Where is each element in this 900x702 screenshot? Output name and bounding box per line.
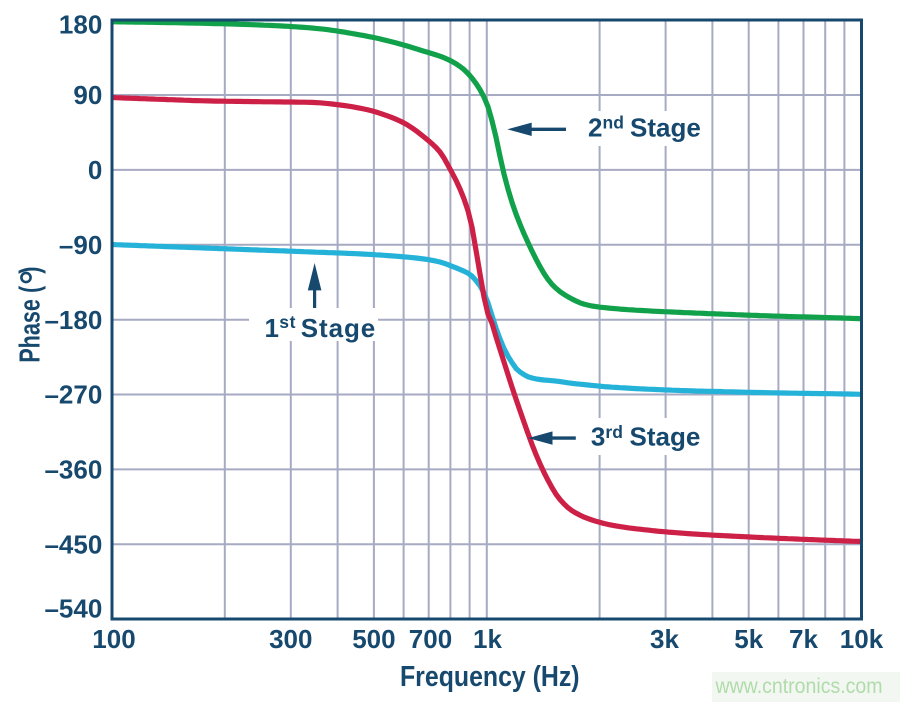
svg-text:–90: –90 bbox=[59, 230, 102, 260]
svg-text:10k: 10k bbox=[840, 624, 884, 654]
svg-text:0: 0 bbox=[88, 155, 102, 185]
svg-text:–270: –270 bbox=[44, 380, 102, 410]
svg-text:700: 700 bbox=[409, 624, 452, 654]
svg-text:rd: rd bbox=[605, 422, 623, 442]
svg-text:–540: –540 bbox=[44, 594, 102, 624]
svg-text:90: 90 bbox=[73, 80, 102, 110]
svg-text:2: 2 bbox=[588, 113, 602, 143]
svg-text:3: 3 bbox=[591, 422, 605, 452]
svg-text:300: 300 bbox=[269, 624, 312, 654]
svg-text:–450: –450 bbox=[44, 530, 102, 560]
svg-text:Stage: Stage bbox=[630, 113, 701, 143]
svg-text:–180: –180 bbox=[44, 305, 102, 335]
svg-text:Stage: Stage bbox=[301, 313, 376, 343]
svg-text:3k: 3k bbox=[650, 624, 679, 654]
svg-text:–360: –360 bbox=[44, 455, 102, 485]
svg-text:Phase ( ): Phase ( ) bbox=[15, 267, 47, 363]
svg-text:500: 500 bbox=[352, 624, 395, 654]
svg-text:180: 180 bbox=[59, 9, 102, 39]
svg-text:www.cntronics.com: www.cntronics.com bbox=[715, 675, 883, 698]
svg-text:1: 1 bbox=[265, 313, 279, 343]
svg-text:Stage: Stage bbox=[630, 422, 701, 452]
svg-text:100: 100 bbox=[92, 624, 135, 654]
svg-text:1k: 1k bbox=[473, 624, 502, 654]
svg-text:Frequency (Hz): Frequency (Hz) bbox=[400, 661, 580, 693]
svg-text:nd: nd bbox=[603, 113, 624, 133]
svg-text:5k: 5k bbox=[734, 624, 763, 654]
svg-text:st: st bbox=[279, 312, 296, 332]
svg-text:7k: 7k bbox=[789, 624, 818, 654]
